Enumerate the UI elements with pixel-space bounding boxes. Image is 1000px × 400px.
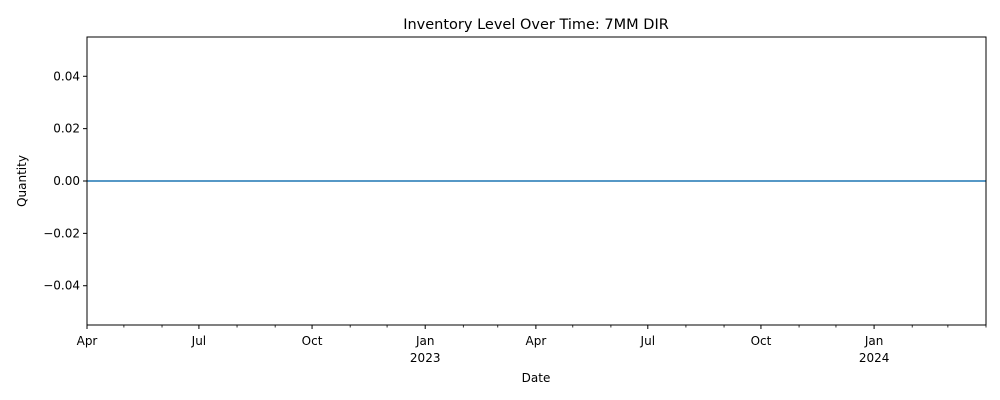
x-tick-label: Jan bbox=[864, 334, 884, 348]
y-tick-label: 0.00 bbox=[53, 174, 80, 188]
x-tick-label: Apr bbox=[77, 334, 98, 348]
y-axis: −0.04 −0.02 0.00 0.02 0.04 bbox=[43, 69, 87, 293]
x-axis: Apr Jul Oct Jan 2023 Apr Jul Oct Jan 2024 bbox=[77, 325, 987, 365]
y-tick-label: −0.02 bbox=[43, 226, 80, 240]
x-tick-label: Oct bbox=[302, 334, 323, 348]
x-tick-label: Jul bbox=[640, 334, 655, 348]
x-tick-label: Jul bbox=[191, 334, 206, 348]
x-tick-label: Jan bbox=[415, 334, 435, 348]
x-tick-year-label: 2023 bbox=[410, 351, 441, 365]
y-tick-label: −0.04 bbox=[43, 279, 80, 293]
x-axis-label: Date bbox=[522, 371, 551, 385]
plot-area bbox=[86, 36, 987, 326]
y-tick-label: 0.04 bbox=[53, 69, 80, 83]
x-tick-label: Apr bbox=[526, 334, 547, 348]
x-tick-year-label: 2024 bbox=[859, 351, 890, 365]
y-axis-label: Quantity bbox=[15, 155, 29, 207]
x-tick-label: Oct bbox=[751, 334, 772, 348]
y-tick-label: 0.02 bbox=[53, 122, 80, 136]
chart-title: Inventory Level Over Time: 7MM DIR bbox=[403, 17, 669, 33]
